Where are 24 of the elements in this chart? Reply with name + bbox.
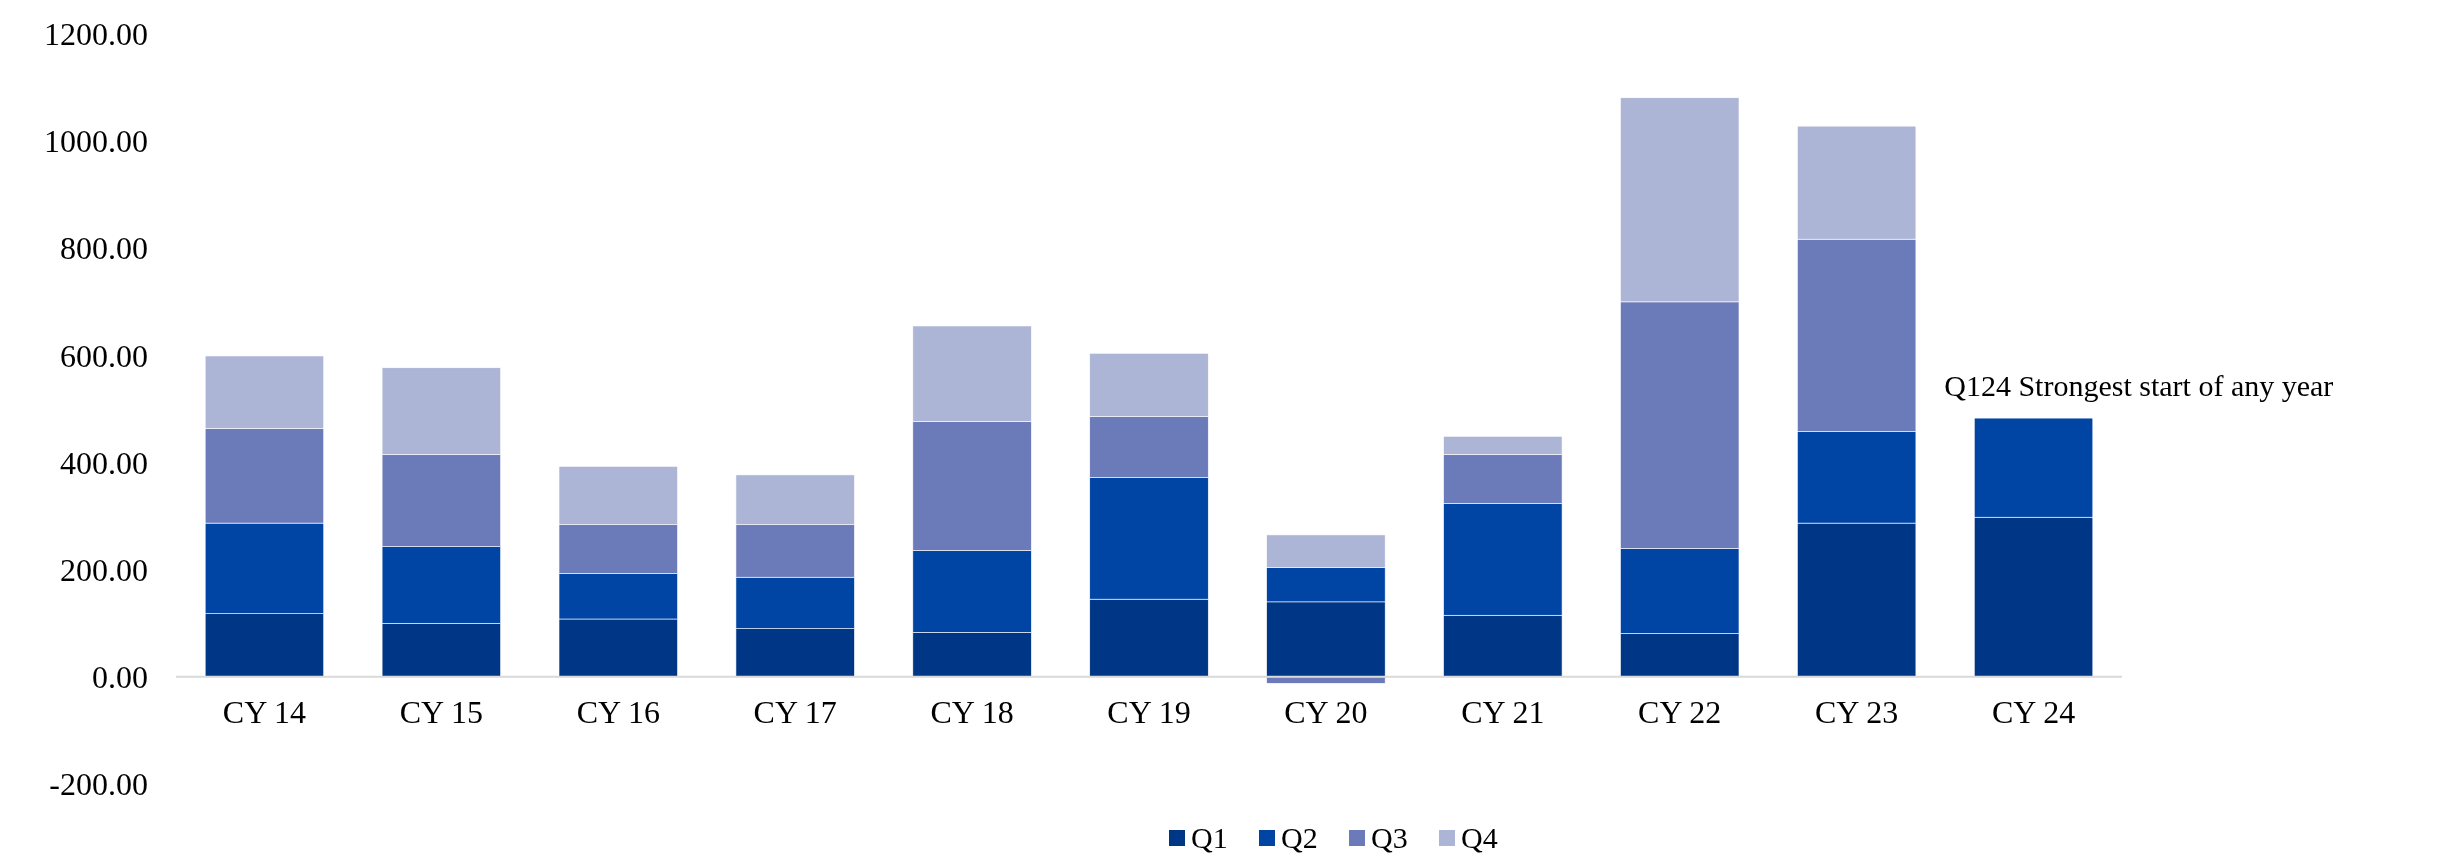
y-tick-label: -200.00 <box>49 766 148 803</box>
legend-label: Q3 <box>1371 821 1408 854</box>
y-tick-label: 0.00 <box>92 659 148 696</box>
x-tick-label: CY 16 <box>576 693 660 730</box>
x-tick-label: CY 19 <box>1107 693 1191 730</box>
y-tick-label: 800.00 <box>60 230 148 267</box>
y-tick-label: 600.00 <box>60 337 148 374</box>
x-tick-label: CY 14 <box>222 693 307 730</box>
y-tick-label: 1000.00 <box>44 123 148 160</box>
legend-label: Q1 <box>1191 821 1228 854</box>
x-tick-label: CY 24 <box>1991 693 2076 730</box>
x-tick-label: CY 15 <box>399 693 483 730</box>
annotation: Q124 Strongest start of any year <box>1944 369 2334 403</box>
legend-label: Q4 <box>1461 821 1498 854</box>
x-tick-label: CY 22 <box>1638 693 1722 730</box>
y-tick-label: 400.00 <box>60 444 148 481</box>
x-tick-label: CY 17 <box>753 693 837 730</box>
y-tick-label: 200.00 <box>60 551 148 588</box>
x-tick-label: CY 18 <box>930 693 1014 730</box>
x-tick-label: CY 20 <box>1284 693 1368 730</box>
y-tick-label: 1200.00 <box>44 16 148 53</box>
legend-label: Q2 <box>1281 821 1318 854</box>
x-tick-label: CY 21 <box>1461 693 1545 730</box>
x-tick-label: CY 23 <box>1815 693 1899 730</box>
